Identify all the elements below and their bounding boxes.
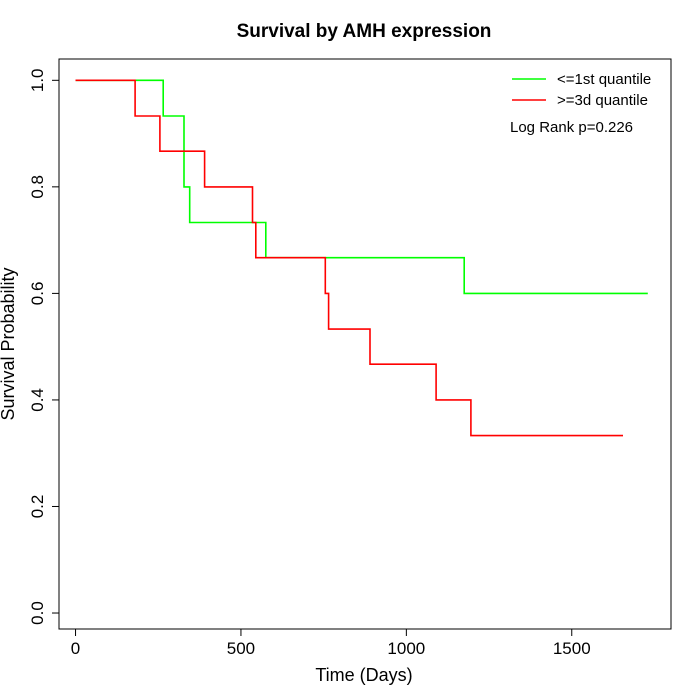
y-tick-label: 0.4 [28, 388, 47, 412]
y-tick-label: 0.0 [28, 601, 47, 625]
legend-label: <=1st quantile [557, 71, 651, 88]
y-axis-title: Survival Probability [0, 267, 18, 420]
x-tick-label: 0 [71, 639, 80, 658]
x-tick-label: 1500 [553, 639, 591, 658]
y-tick-label: 0.2 [28, 495, 47, 519]
y-tick-label: 0.8 [28, 175, 47, 199]
y-tick-label: 1.0 [28, 68, 47, 92]
series-line-1 [75, 79, 648, 295]
legend-label: >=3d quantile [557, 92, 648, 109]
x-tick-label: 500 [227, 639, 255, 658]
legend: <=1st quantile >=3d quantile [512, 71, 651, 109]
chart-title: Survival by AMH expression [237, 21, 492, 42]
x-tick-label: 1000 [387, 639, 425, 658]
x-axis-title: Time (Days) [315, 665, 412, 685]
log-rank-annotation: Log Rank p=0.226 [510, 119, 633, 136]
y-axis: 0.0 0.2 0.4 0.6 0.8 1.0 [28, 68, 60, 625]
series-layer [75, 79, 648, 437]
y-tick-label: 0.6 [28, 282, 47, 306]
plot-frame [58, 58, 672, 630]
x-axis: 0 500 1000 1500 [71, 628, 591, 658]
series-line-2 [75, 79, 623, 437]
